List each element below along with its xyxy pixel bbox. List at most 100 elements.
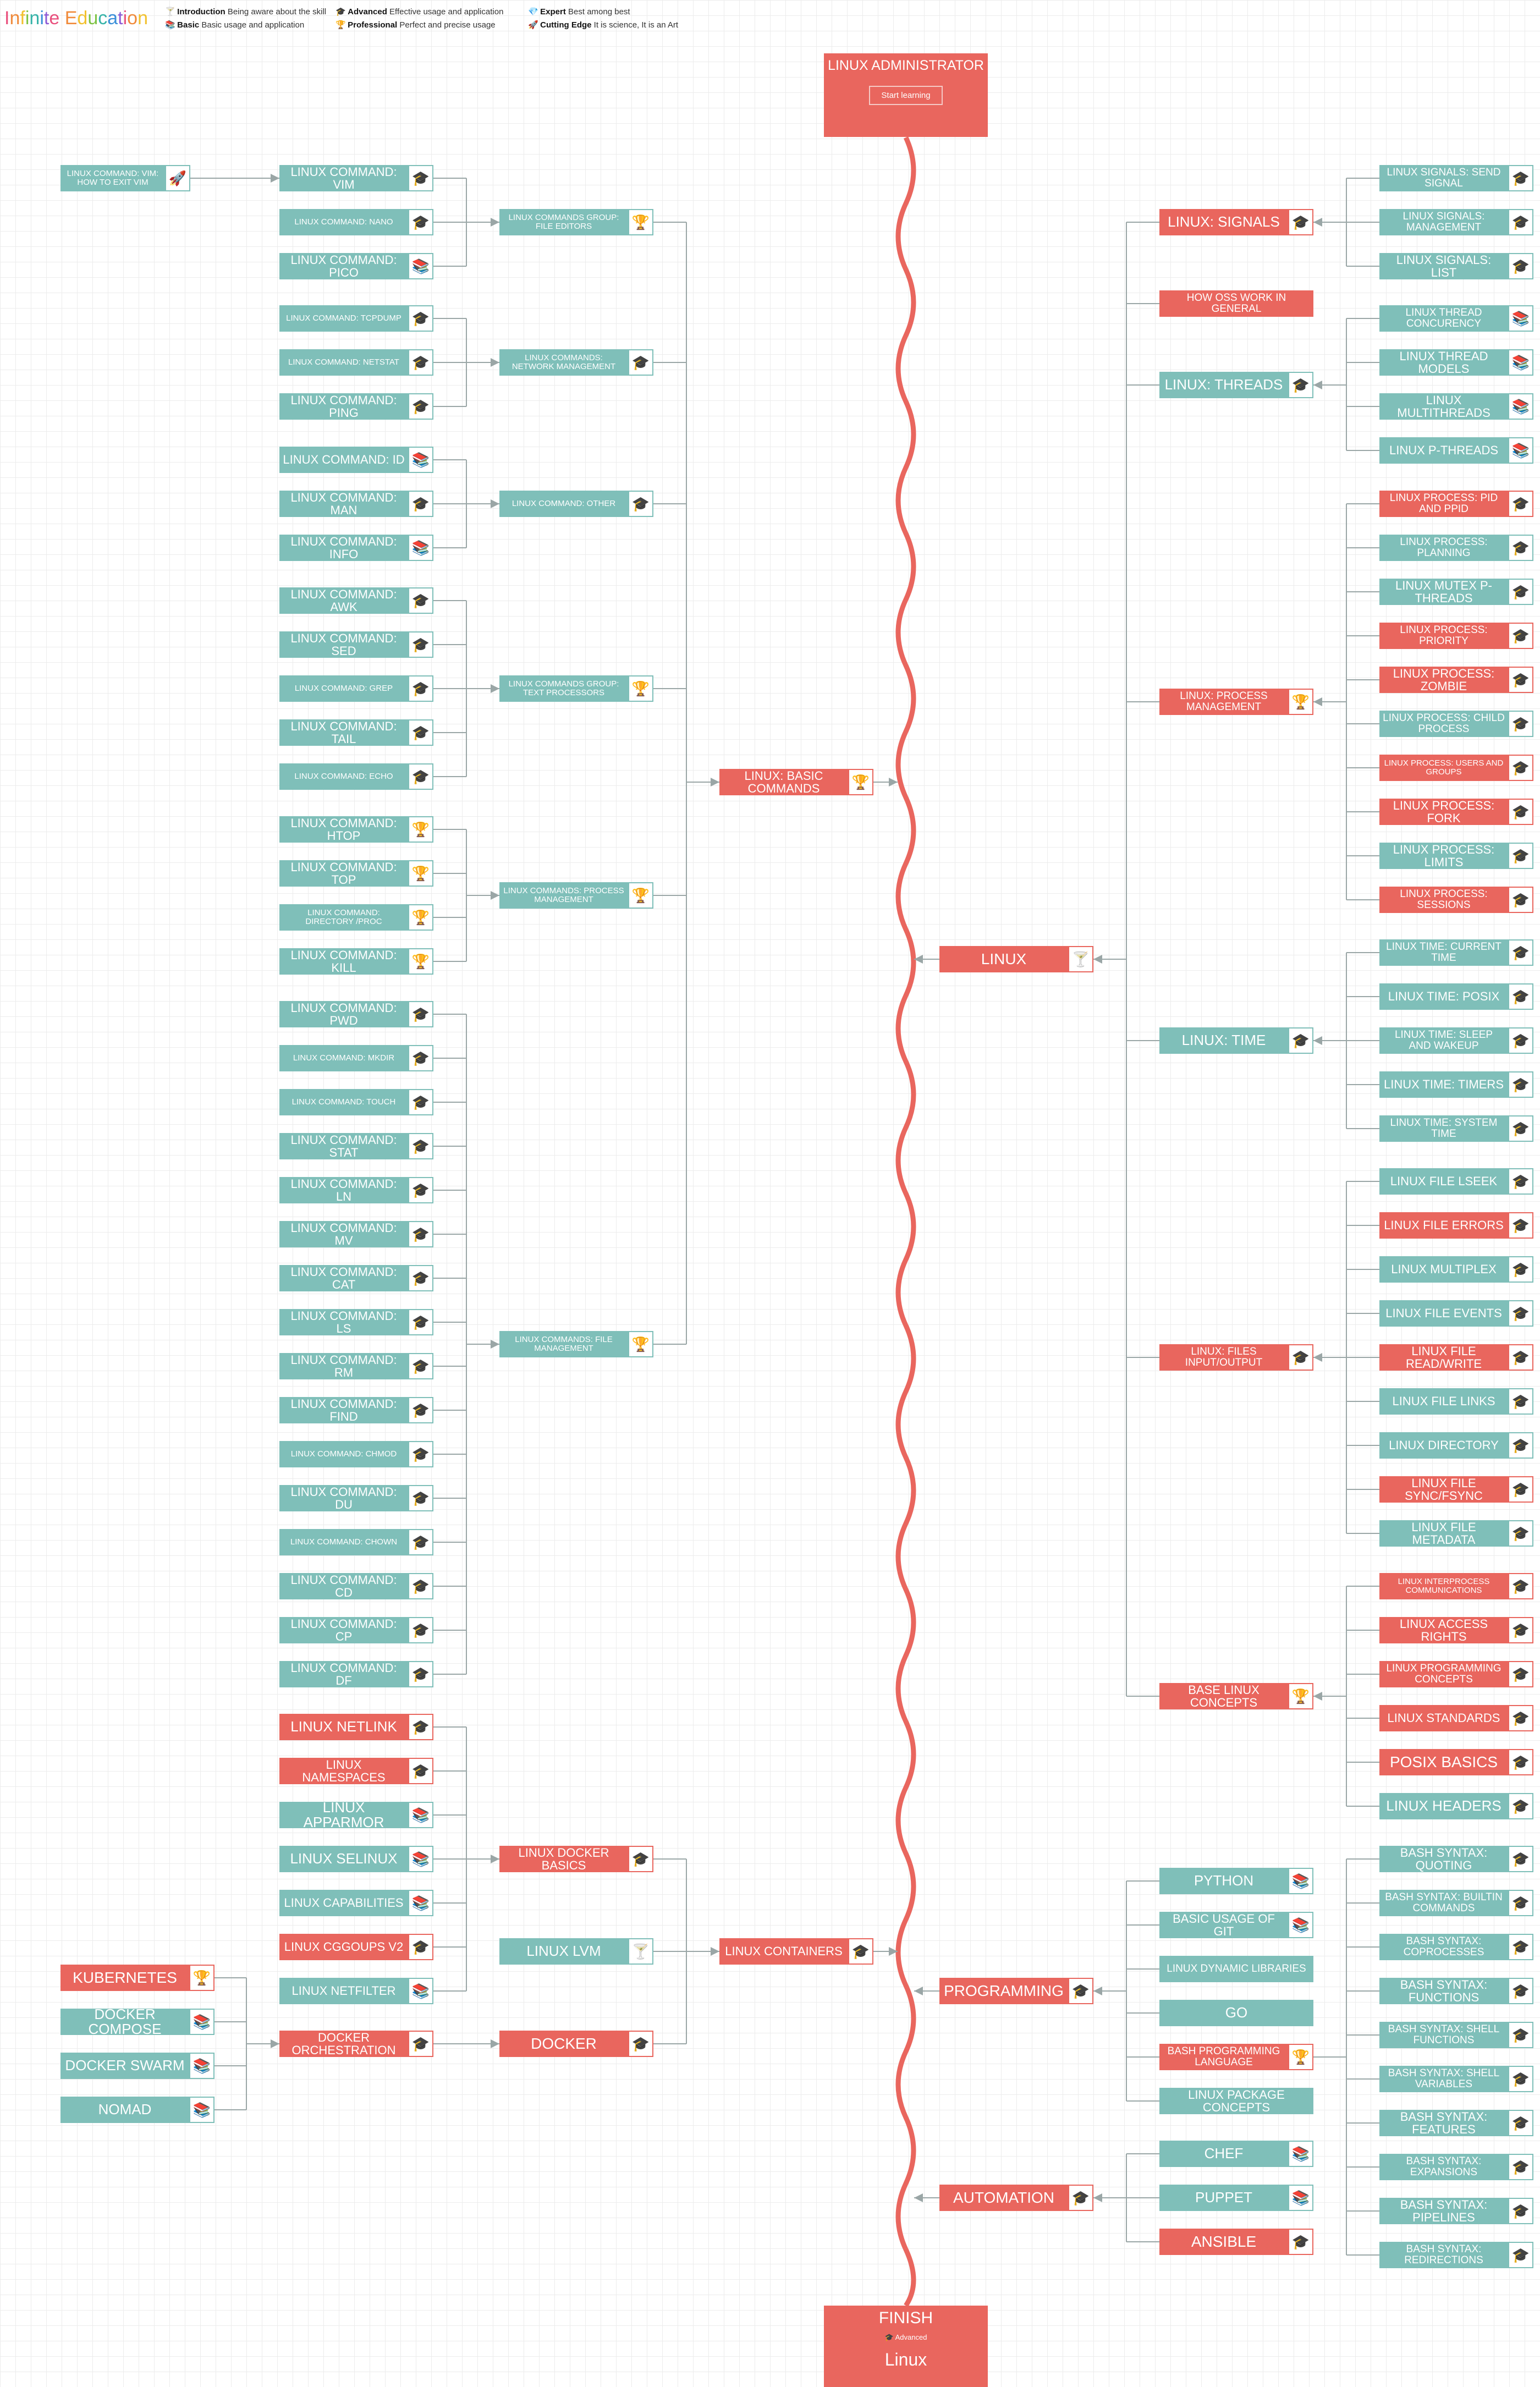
node-apparmor[interactable]: LINUX APPARMOR 📚 <box>279 1802 433 1828</box>
node-f-multi[interactable]: LINUX MULTIPLEX 🎓 <box>1379 1256 1533 1283</box>
node-base[interactable]: BASE LINUX CONCEPTS 🏆 <box>1159 1683 1313 1709</box>
node-chef[interactable]: CHEF 📚 <box>1159 2141 1313 2167</box>
node-f-meta[interactable]: LINUX FILE METADATA 🎓 <box>1379 1520 1533 1547</box>
node-bs-func[interactable]: BASH SYNTAX: FUNCTIONS 🎓 <box>1379 1978 1533 2004</box>
node-grp-text[interactable]: LINUX COMMANDS GROUP: TEXT PROCESSORS 🏆 <box>499 675 653 702</box>
node-bs-redir[interactable]: BASH SYNTAX: REDIRECTIONS 🎓 <box>1379 2242 1533 2268</box>
node-git[interactable]: BASIC USAGE OF GIT 📚 <box>1159 1912 1313 1938</box>
node-bs-builtin[interactable]: BASH SYNTAX: BUILTIN COMMANDS 🎓 <box>1379 1890 1533 1916</box>
node-cmd-touch[interactable]: LINUX COMMAND: TOUCH 🎓 <box>279 1089 433 1115</box>
node-time[interactable]: LINUX: TIME 🎓 <box>1159 1027 1313 1054</box>
node-docker-basics[interactable]: LINUX DOCKER BASICS 🎓 <box>499 1846 653 1872</box>
node-dynlib[interactable]: LINUX DYNAMIC LIBRARIES <box>1159 1956 1313 1982</box>
node-cmd-sed[interactable]: LINUX COMMAND: SED 🎓 <box>279 631 433 658</box>
node-orchestration[interactable]: DOCKER ORCHESTRATION 🎓 <box>279 2031 433 2057</box>
node-thr-conc[interactable]: LINUX THREAD CONCURENCY 📚 <box>1379 305 1533 332</box>
node-cmd-echo[interactable]: LINUX COMMAND: ECHO 🎓 <box>279 763 433 790</box>
node-bs-pipe[interactable]: BASH SYNTAX: PIPELINES 🎓 <box>1379 2198 1533 2224</box>
node-process[interactable]: LINUX: PROCESS MANAGEMENT 🏆 <box>1159 689 1313 715</box>
node-grp-network[interactable]: LINUX COMMANDS: NETWORK MANAGEMENT 🎓 <box>499 349 653 376</box>
node-pr-plan[interactable]: LINUX PROCESS: PLANNING 🎓 <box>1379 535 1533 561</box>
node-linux[interactable]: LINUX 🍸 <box>939 946 1093 972</box>
node-t-timers[interactable]: LINUX TIME: TIMERS 🎓 <box>1379 1071 1533 1098</box>
node-cmd-ln[interactable]: LINUX COMMAND: LN 🎓 <box>279 1177 433 1203</box>
node-bs-exp[interactable]: BASH SYNTAX: EXPANSIONS 🎓 <box>1379 2154 1533 2180</box>
node-grp-process[interactable]: LINUX COMMANDS: PROCESS MANAGEMENT 🏆 <box>499 882 653 909</box>
node-t-cur[interactable]: LINUX TIME: CURRENT TIME 🎓 <box>1379 939 1533 966</box>
node-sig-manage[interactable]: LINUX SIGNALS: MANAGEMENT 🎓 <box>1379 209 1533 235</box>
node-cmd-df[interactable]: LINUX COMMAND: DF 🎓 <box>279 1661 433 1687</box>
node-t-posix[interactable]: LINUX TIME: POSIX 🎓 <box>1379 983 1533 1010</box>
node-sig-send[interactable]: LINUX SIGNALS: SEND SIGNAL 🎓 <box>1379 165 1533 191</box>
node-kubernetes[interactable]: KUBERNETES 🏆 <box>61 1965 215 1991</box>
node-lvm[interactable]: LINUX LVM 🍸 <box>499 1938 653 1965</box>
node-docker[interactable]: DOCKER 🎓 <box>499 2031 653 2057</box>
node-programming[interactable]: PROGRAMMING 🎓 <box>939 1978 1093 2004</box>
node-vim-exit[interactable]: LINUX COMMAND: VIM: HOW TO EXIT VIM 🚀 <box>61 165 190 191</box>
node-compose[interactable]: DOCKER COMPOSE 📚 <box>61 2009 215 2035</box>
node-grp-editors[interactable]: LINUX COMMANDS GROUP: FILE EDITORS 🏆 <box>499 209 653 235</box>
node-cmd-top[interactable]: LINUX COMMAND: TOP 🏆 <box>279 860 433 887</box>
node-sig-list[interactable]: LINUX SIGNALS: LIST 🎓 <box>1379 253 1533 279</box>
node-thr-multi[interactable]: LINUX MULTITHREADS 📚 <box>1379 393 1533 420</box>
node-pr-users[interactable]: LINUX PROCESS: USERS AND GROUPS 🎓 <box>1379 755 1533 781</box>
node-bash[interactable]: BASH PROGRAMMING LANGUAGE 🏆 <box>1159 2044 1313 2070</box>
node-pr-pid[interactable]: LINUX PROCESS: PID AND PPID 🎓 <box>1379 491 1533 517</box>
node-t-sleep[interactable]: LINUX TIME: SLEEP AND WAKEUP 🎓 <box>1379 1027 1533 1054</box>
node-pr-mutex[interactable]: LINUX MUTEX P-THREADS 🎓 <box>1379 579 1533 605</box>
node-puppet[interactable]: PUPPET 📚 <box>1159 2185 1313 2211</box>
node-bs-shvar[interactable]: BASH SYNTAX: SHELL VARIABLES 🎓 <box>1379 2066 1533 2092</box>
node-bs-feat[interactable]: BASH SYNTAX: FEATURES 🎓 <box>1379 2110 1533 2136</box>
node-f-sync[interactable]: LINUX FILE SYNC/FSYNC 🎓 <box>1379 1476 1533 1503</box>
node-automation[interactable]: AUTOMATION 🎓 <box>939 2185 1093 2211</box>
node-cmd-proc[interactable]: LINUX COMMAND: DIRECTORY /PROC 🏆 <box>279 904 433 931</box>
node-basic-commands[interactable]: LINUX: BASIC COMMANDS 🏆 <box>719 769 873 795</box>
node-pr-sess[interactable]: LINUX PROCESS: SESSIONS 🎓 <box>1379 887 1533 913</box>
node-bs-shfunc[interactable]: BASH SYNTAX: SHELL FUNCTIONS 🎓 <box>1379 2022 1533 2048</box>
node-capabilities[interactable]: LINUX CAPABILITIES 📚 <box>279 1890 433 1916</box>
node-b-headers[interactable]: LINUX HEADERS 🎓 <box>1379 1793 1533 1819</box>
node-netlink[interactable]: LINUX NETLINK 🎓 <box>279 1714 433 1740</box>
node-cmd-netstat[interactable]: LINUX COMMAND: NETSTAT 🎓 <box>279 349 433 376</box>
node-selinux[interactable]: LINUX SELINUX 📚 <box>279 1846 433 1872</box>
node-cmd-ls[interactable]: LINUX COMMAND: LS 🎓 <box>279 1309 433 1335</box>
node-cmd-htop[interactable]: LINUX COMMAND: HTOP 🏆 <box>279 816 433 843</box>
node-cmd-awk[interactable]: LINUX COMMAND: AWK 🎓 <box>279 587 433 614</box>
node-cmd-tail[interactable]: LINUX COMMAND: TAIL 🎓 <box>279 719 433 746</box>
node-netfilter[interactable]: LINUX NETFILTER 📚 <box>279 1978 433 2004</box>
node-cmd-cat[interactable]: LINUX COMMAND: CAT 🎓 <box>279 1265 433 1291</box>
node-f-rw[interactable]: LINUX FILE READ/WRITE 🎓 <box>1379 1344 1533 1371</box>
node-cmd-ping[interactable]: LINUX COMMAND: PING 🎓 <box>279 393 433 420</box>
node-threads[interactable]: LINUX: THREADS 🎓 <box>1159 372 1313 398</box>
node-cmd-info[interactable]: LINUX COMMAND: INFO 📚 <box>279 535 433 561</box>
node-grp-other[interactable]: LINUX COMMAND: OTHER 🎓 <box>499 491 653 517</box>
node-oss[interactable]: HOW OSS WORK IN GENERAL <box>1159 290 1313 317</box>
node-pr-fork[interactable]: LINUX PROCESS: FORK 🎓 <box>1379 799 1533 825</box>
node-f-errors[interactable]: LINUX FILE ERRORS 🎓 <box>1379 1212 1533 1239</box>
node-pr-limits[interactable]: LINUX PROCESS: LIMITS 🎓 <box>1379 843 1533 869</box>
node-cgroups[interactable]: LINUX CGGOUPS V2 🎓 <box>279 1934 433 1960</box>
node-cmd-chown[interactable]: LINUX COMMAND: CHOWN 🎓 <box>279 1529 433 1555</box>
node-cmd-chmod[interactable]: LINUX COMMAND: CHMOD 🎓 <box>279 1441 433 1467</box>
node-b-posix[interactable]: POSIX BASICS 🎓 <box>1379 1749 1533 1775</box>
node-cmd-kill[interactable]: LINUX COMMAND: KILL 🏆 <box>279 948 433 975</box>
node-pr-child[interactable]: LINUX PROCESS: CHILD PROCESS 🎓 <box>1379 711 1533 737</box>
node-cmd-id[interactable]: LINUX COMMAND: ID 📚 <box>279 447 433 473</box>
node-thr-p[interactable]: LINUX P-THREADS 📚 <box>1379 437 1533 464</box>
node-cmd-rm[interactable]: LINUX COMMAND: RM 🎓 <box>279 1353 433 1379</box>
node-pr-prio[interactable]: LINUX PROCESS: PRIORITY 🎓 <box>1379 623 1533 649</box>
node-f-lseek[interactable]: LINUX FILE LSEEK 🎓 <box>1379 1168 1533 1195</box>
node-b-rights[interactable]: LINUX ACCESS RIGHTS 🎓 <box>1379 1617 1533 1643</box>
node-containers[interactable]: LINUX CONTAINERS 🎓 <box>719 1938 873 1965</box>
node-cmd-mv[interactable]: LINUX COMMAND: MV 🎓 <box>279 1221 433 1247</box>
node-grp-files[interactable]: LINUX COMMANDS: FILE MANAGEMENT 🏆 <box>499 1331 653 1357</box>
node-cmd-grep[interactable]: LINUX COMMAND: GREP 🎓 <box>279 675 433 702</box>
node-cmd-pico[interactable]: LINUX COMMAND: PICO 📚 <box>279 253 433 279</box>
node-b-prog[interactable]: LINUX PROGRAMMING CONCEPTS 🎓 <box>1379 1661 1533 1687</box>
node-b-std[interactable]: LINUX STANDARDS 🎓 <box>1379 1705 1533 1731</box>
node-cmd-pwd[interactable]: LINUX COMMAND: PWD 🎓 <box>279 1001 433 1027</box>
node-swarm[interactable]: DOCKER SWARM 📚 <box>61 2053 215 2079</box>
node-files-io[interactable]: LINUX: FILES INPUT/OUTPUT 🎓 <box>1159 1344 1313 1371</box>
node-pr-zombie[interactable]: LINUX PROCESS: ZOMBIE 🎓 <box>1379 667 1533 693</box>
node-nomad[interactable]: NOMAD 📚 <box>61 2097 215 2123</box>
